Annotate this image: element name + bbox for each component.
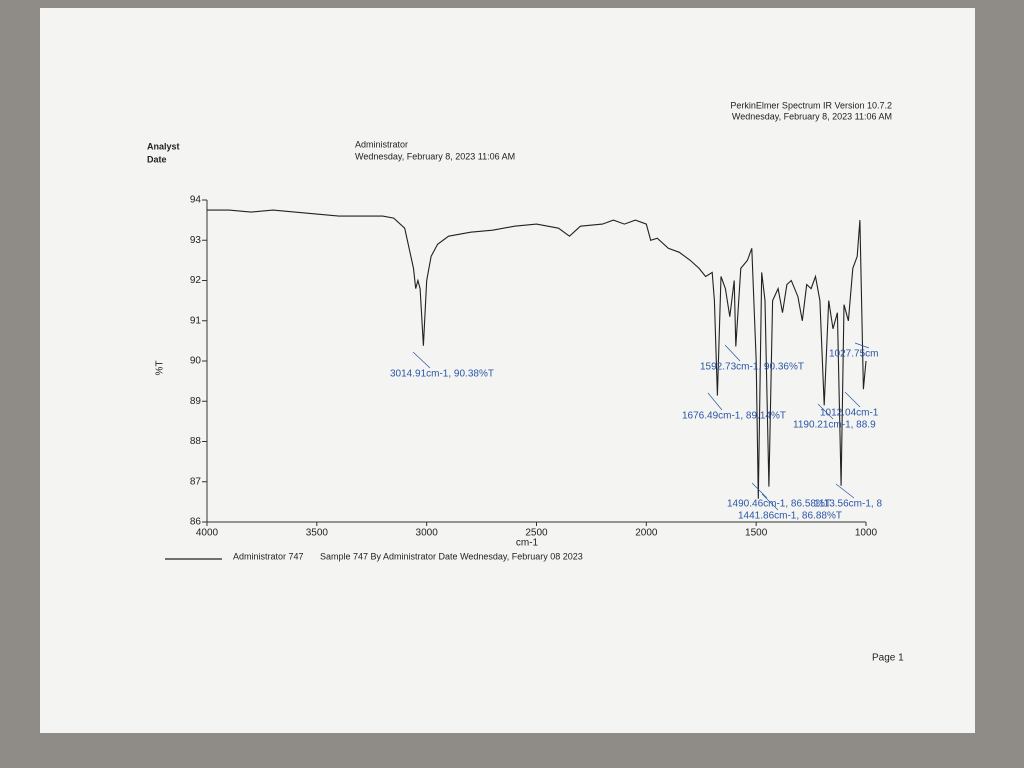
annotation-leader	[412, 351, 431, 369]
x-axis-label: cm-1	[516, 538, 539, 549]
y-tick-label: 87	[190, 476, 202, 487]
annotation-leader	[761, 493, 779, 511]
annotation-leader	[844, 391, 861, 408]
annotation: 1490.46cm-1, 86.58%T	[727, 499, 831, 510]
annotation-leader	[707, 392, 723, 411]
annotation-leader	[835, 483, 855, 499]
annotation: 1012.04cm-1	[820, 408, 879, 419]
x-tick-label: 3000	[416, 528, 439, 539]
annotation: 1676.49cm-1, 89.14%T	[682, 411, 786, 422]
x-tick-label: 3500	[306, 528, 329, 539]
page-number: Page 1	[872, 653, 904, 664]
y-tick-label: 90	[190, 356, 202, 367]
y-tick-label: 86	[190, 517, 202, 528]
annotation: 1592.73cm-1, 90.36%T	[700, 362, 804, 373]
y-tick-label: 94	[190, 195, 202, 206]
annotation: 1441.86cm-1, 86.88%T	[738, 511, 842, 522]
annotation-leader	[724, 344, 741, 362]
y-axis-label: %T	[155, 361, 166, 376]
y-tick-label: 92	[190, 275, 202, 286]
annotation: 1190.21cm-1, 88.9	[793, 420, 876, 431]
date-label: Date	[147, 154, 167, 164]
annotation: 1113.56cm-1, 8	[814, 499, 882, 510]
annotation: 3014.91cm-1, 90.38%T	[390, 369, 494, 380]
y-tick-label: 89	[190, 396, 202, 407]
y-tick-label: 88	[190, 436, 202, 447]
x-tick-label: 2000	[635, 528, 658, 539]
print-date: Wednesday, February 8, 2023 11:06 AM	[732, 111, 892, 121]
annotation: 1027.75cm	[829, 349, 878, 360]
annotation-leader	[817, 403, 834, 420]
software: PerkinElmer Spectrum IR Version 10.7.2	[730, 100, 892, 110]
y-tick-label: 93	[190, 235, 202, 246]
annotation-leader	[751, 482, 768, 499]
annotation-leader	[854, 342, 870, 349]
analyst-label: Analyst	[147, 141, 180, 151]
analyst: Administrator	[355, 139, 408, 149]
x-tick-label: 2500	[525, 528, 548, 539]
x-tick-label: 1500	[745, 528, 768, 539]
legend-text: Sample 747 By Administrator Date Wednesd…	[320, 551, 583, 561]
date: Wednesday, February 8, 2023 11:06 AM	[355, 151, 515, 161]
legend-label: Administrator 747	[233, 551, 304, 561]
y-tick-label: 91	[190, 315, 202, 326]
x-tick-label: 4000	[196, 528, 219, 539]
paper	[40, 8, 975, 733]
x-tick-label: 1000	[855, 528, 878, 539]
spectrum-line	[207, 209, 867, 499]
